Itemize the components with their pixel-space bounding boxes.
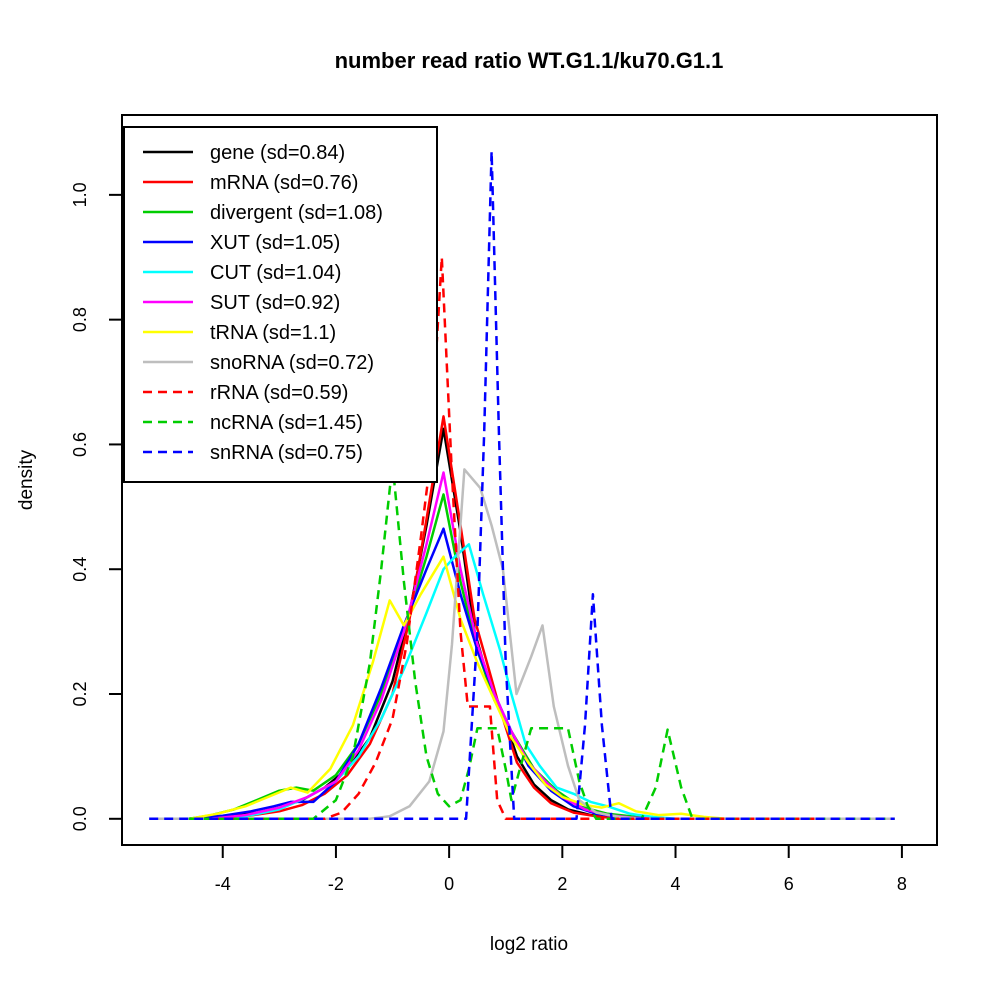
y-tick-label: 0.4: [70, 557, 90, 582]
legend-label-snoRNA: snoRNA (sd=0.72): [210, 352, 374, 374]
chart-title: number read ratio WT.G1.1/ku70.G1.1: [335, 48, 724, 73]
legend-label-gene: gene (sd=0.84): [210, 142, 345, 164]
legend-label-mRNA: mRNA (sd=0.76): [210, 172, 358, 194]
legend-label-rRNA: rRNA (sd=0.59): [210, 382, 348, 404]
x-axis-label: log2 ratio: [490, 934, 568, 955]
x-tick-label: 4: [671, 874, 681, 894]
y-tick-label: 0.2: [70, 681, 90, 706]
x-tick-label: 2: [557, 874, 567, 894]
series-layer: [149, 149, 895, 821]
y-tick-label: 0.0: [70, 806, 90, 831]
x-tick-label: 0: [444, 874, 454, 894]
y-axis-label: density: [16, 449, 37, 510]
legend-label-XUT: XUT (sd=1.05): [210, 232, 340, 254]
series-line-SUT: [211, 471, 895, 821]
y-tick-label: 0.6: [70, 432, 90, 457]
legend-label-SUT: SUT (sd=0.92): [210, 292, 340, 314]
legend-label-ncRNA: ncRNA (sd=1.45): [210, 412, 363, 434]
series-line-rRNA: [211, 256, 817, 821]
legend-label-CUT: CUT (sd=1.04): [210, 262, 341, 284]
plot-box: [121, 114, 938, 846]
series-line-tRNA: [188, 555, 895, 821]
axes-layer: -4 -2 0 2 4 6 8 0.0 0.2 0.4 0.6 0.8 1.0: [70, 182, 907, 894]
x-tick-label: -4: [215, 874, 231, 894]
series-line-gene: [188, 427, 895, 821]
series-line-ncRNA: [188, 461, 895, 821]
legend-label-snRNA: snRNA (sd=0.75): [210, 442, 363, 464]
legend: gene (sd=0.84) mRNA (sd=0.76) divergent (s…: [123, 126, 438, 483]
series-line-CUT: [211, 543, 895, 821]
legend-label-divergent: divergent (sd=1.08): [210, 202, 383, 224]
x-tick-label: -2: [328, 874, 344, 894]
y-tick-label: 0.8: [70, 307, 90, 332]
legend-label-tRNA: tRNA (sd=1.1): [210, 322, 336, 344]
x-tick-label: 6: [784, 874, 794, 894]
y-tick-label: 1.0: [70, 182, 90, 207]
x-tick-label: 8: [897, 874, 907, 894]
series-line-XUT: [188, 527, 895, 821]
